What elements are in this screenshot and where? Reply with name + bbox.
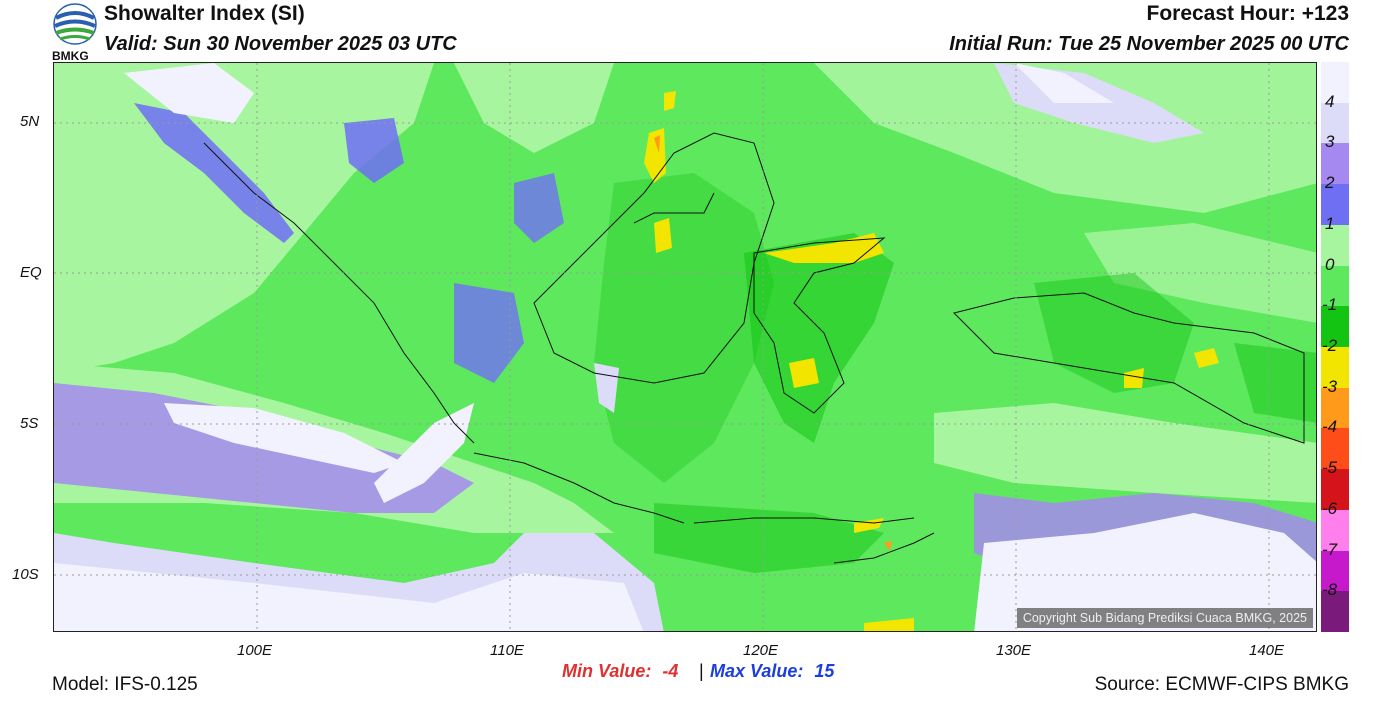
lon-tick-120e: 120E (743, 642, 779, 659)
legend-swatch (1321, 469, 1349, 511)
legend-swatch (1321, 143, 1349, 185)
lon-tick-130e: 130E (996, 642, 1032, 659)
lon-tick-140e: 140E (1249, 642, 1285, 659)
model-info: Model: IFS-0.125 (52, 674, 198, 695)
legend-swatch (1321, 102, 1349, 144)
legend-label: -8 (1322, 580, 1338, 600)
stat-separator: | (699, 661, 704, 681)
legend-swatch (1321, 184, 1349, 226)
lat-tick-10s: 10S (12, 566, 39, 583)
min-value: -4 (662, 661, 679, 681)
lat-tick-5s: 5S (20, 415, 39, 432)
legend-label: -7 (1322, 539, 1338, 559)
initial-run: Initial Run: Tue 25 November 2025 00 UTC (949, 33, 1349, 55)
legend-swatch (1321, 550, 1349, 592)
max-value-block: Max Value: 15 (710, 661, 834, 682)
valid-time: Valid: Sun 30 November 2025 03 UTC (104, 33, 457, 55)
legend-label: -1 (1322, 295, 1338, 315)
logo-text: BMKG (52, 49, 89, 63)
legend-label: 4 (1325, 91, 1335, 111)
legend-swatch (1321, 347, 1349, 389)
legend-label: -3 (1322, 376, 1338, 396)
legend-swatch (1321, 265, 1349, 307)
lon-tick-110e: 110E (490, 642, 524, 659)
legend-label: -5 (1322, 458, 1338, 478)
legend-swatch (1321, 387, 1349, 429)
legend-swatch (1321, 306, 1349, 348)
legend-swatch (1321, 428, 1349, 470)
legend-label: 3 (1325, 132, 1335, 152)
lon-tick-100e: 100E (237, 642, 273, 659)
legend-swatch (1321, 62, 1349, 104)
legend-swatch (1321, 509, 1349, 552)
legend-label: -6 (1322, 498, 1338, 518)
source-info: Source: ECMWF-CIPS BMKG (1094, 674, 1349, 695)
legend-swatch (1321, 591, 1349, 633)
lat-tick-eq: EQ (20, 264, 42, 281)
showalter-index-map: Copyright Sub Bidang Prediksi Cuaca BMKG… (53, 62, 1317, 632)
legend-label: 1 (1325, 213, 1335, 233)
legend-label: 2 (1325, 173, 1335, 193)
copyright-notice: Copyright Sub Bidang Prediksi Cuaca BMKG… (1016, 608, 1313, 628)
forecast-hour: Forecast Hour: +123 (1146, 2, 1350, 25)
map-field (54, 63, 1316, 631)
legend-label: 0 (1325, 254, 1335, 274)
max-value-label: Max Value: (710, 661, 804, 681)
legend-label: -2 (1322, 336, 1338, 355)
min-value-block: Min Value: -4 (562, 661, 678, 682)
max-value: 15 (814, 661, 835, 681)
color-legend (1321, 62, 1349, 633)
bmkg-logo-icon (53, 3, 97, 45)
legend-swatch (1321, 224, 1349, 267)
legend-label: -4 (1322, 417, 1338, 437)
min-value-label: Min Value: (562, 661, 652, 681)
bmkg-logo: BMKG (52, 2, 98, 63)
lat-tick-5n: 5N (20, 113, 40, 130)
map-title: Showalter Index (SI) (104, 2, 305, 25)
